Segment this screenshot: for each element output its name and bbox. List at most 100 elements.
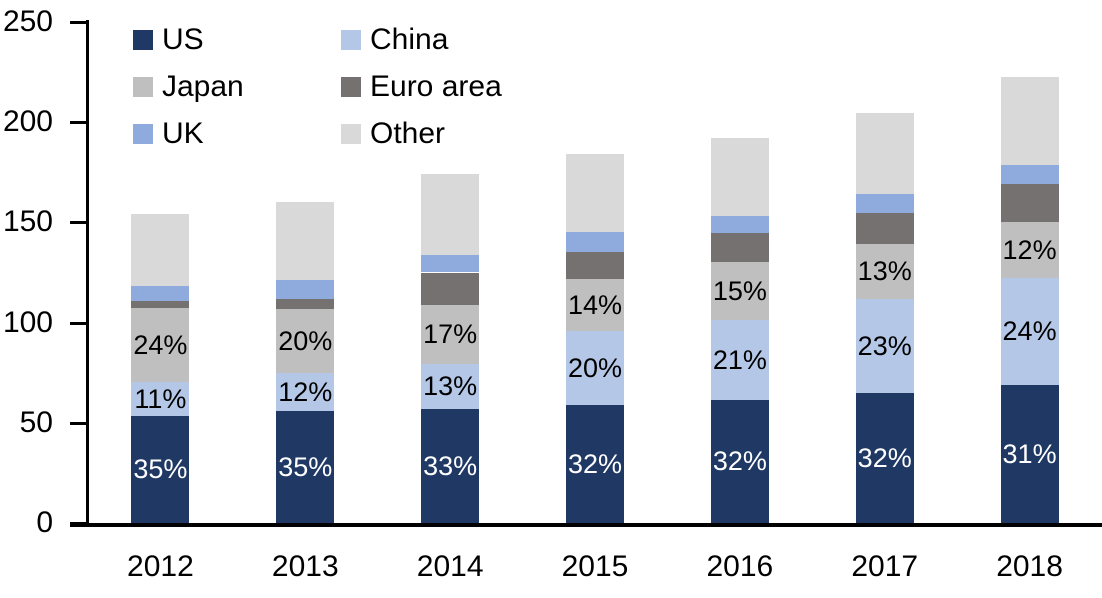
bar-segment-japan <box>131 307 190 382</box>
legend-item-us: US <box>133 23 204 56</box>
bar-segment-euro-area <box>855 213 914 245</box>
x-axis-year-label: 2014 <box>416 550 484 583</box>
bar-segment-us <box>421 408 480 523</box>
y-axis-tick-label: 150 <box>2 205 53 239</box>
bar-segment-uk <box>566 232 624 253</box>
segment-percent-label: 24% <box>1002 316 1057 347</box>
y-axis-tick-label: 0 <box>36 506 53 539</box>
y-axis-line <box>86 20 89 526</box>
segment-percent-label: 11% <box>134 383 187 414</box>
bar-segment-japan <box>855 244 914 299</box>
bar-segment-uk <box>131 285 190 301</box>
legend-swatch-icon <box>133 124 153 144</box>
bar-segment-china <box>276 372 335 411</box>
legend-item-other: Other <box>341 117 446 150</box>
segment-percent-label: 32% <box>567 448 623 479</box>
y-axis-tick-label: 100 <box>2 305 53 339</box>
bar-segment-us <box>855 392 914 523</box>
segment-percent-label: 17% <box>423 319 478 350</box>
x-axis-year-label: 2017 <box>851 550 919 583</box>
legend-swatch-icon <box>341 124 361 144</box>
segment-percent-label: 32% <box>857 442 912 473</box>
bar-segment-china <box>566 330 624 405</box>
bar-segment-euro-area <box>421 272 480 305</box>
x-axis-year-label: 2018 <box>996 550 1063 583</box>
bar-segment-uk <box>710 216 769 234</box>
segment-percent-label: 33% <box>423 450 478 481</box>
segment-percent-label: 13% <box>857 256 912 287</box>
legend-label: Japan <box>162 70 244 103</box>
y-axis-tick <box>70 121 86 125</box>
bar-segment-euro-area <box>710 233 769 263</box>
bar-segment-euro-area <box>566 252 624 279</box>
legend-swatch-icon <box>133 30 153 50</box>
legend-swatch-icon <box>133 77 153 97</box>
bar-segment-us <box>566 404 624 523</box>
bar-segment-us <box>276 410 335 523</box>
bar-segment-japan <box>566 278 624 331</box>
legend-item-china: China <box>341 23 449 56</box>
segment-percent-label: 20% <box>278 325 333 356</box>
segment-percent-label: 24% <box>133 329 188 360</box>
segment-percent-label: 35% <box>133 454 188 485</box>
legend-item-euro-area: Euro area <box>341 72 502 102</box>
legend-label: US <box>162 23 204 56</box>
x-axis-line <box>70 523 1102 527</box>
y-axis-tick-label: 250 <box>2 5 53 38</box>
bar-segment-other <box>566 154 624 233</box>
bar-segment-us <box>131 415 190 523</box>
legend-swatch-icon <box>341 30 361 50</box>
segment-percent-label: 14% <box>567 289 623 320</box>
x-axis-year-label: 2013 <box>271 550 339 583</box>
legend-label: Other <box>370 117 446 150</box>
segment-percent-label: 23% <box>857 330 912 361</box>
bar-segment-china <box>131 381 190 416</box>
bar-segment-us <box>710 399 769 523</box>
bar-segment-euro-area <box>131 300 190 308</box>
y-axis-tick-label: 50 <box>19 405 53 439</box>
segment-percent-label: 32% <box>712 446 767 477</box>
bar-segment-japan <box>1000 222 1059 278</box>
segment-percent-label: 13% <box>423 371 478 402</box>
y-axis-tick <box>70 21 86 24</box>
bar-segment-other <box>855 113 914 195</box>
bar-segment-euro-area <box>1000 184 1059 223</box>
legend-label: UK <box>162 117 204 150</box>
x-axis-year-label: 2015 <box>561 550 629 583</box>
bar-segment-china <box>1000 277 1059 385</box>
bar-segment-japan <box>421 304 480 364</box>
segment-percent-label: 12% <box>278 376 333 407</box>
segment-percent-label: 20% <box>567 352 623 383</box>
y-axis-tick <box>70 321 86 325</box>
bar-segment-other <box>1000 77 1059 166</box>
bar-segment-japan <box>710 262 769 320</box>
segment-percent-label: 31% <box>1002 438 1057 469</box>
bar-segment-uk <box>421 255 480 273</box>
x-axis-year-label: 2016 <box>706 550 774 583</box>
bar-segment-china <box>710 319 769 400</box>
bar-segment-china <box>855 298 914 393</box>
legend-item-uk: UK <box>133 117 204 150</box>
y-axis-tick <box>70 421 86 425</box>
legend-label: China <box>370 23 449 56</box>
bar-segment-other <box>276 202 335 280</box>
y-axis-tick-label: 200 <box>2 105 53 139</box>
bar-segment-euro-area <box>276 298 335 309</box>
bar-segment-japan <box>276 308 335 373</box>
y-axis-tick <box>70 522 86 525</box>
bar-segment-uk <box>1000 165 1059 185</box>
segment-percent-label: 35% <box>278 451 333 482</box>
x-axis-year-label: 2012 <box>127 550 194 583</box>
y-axis-tick <box>70 221 86 225</box>
bar-segment-uk <box>855 194 914 214</box>
segment-percent-label: 15% <box>712 276 767 307</box>
bar-segment-other <box>421 174 480 256</box>
bar-segment-uk <box>276 279 335 299</box>
bar-segment-other <box>131 214 190 286</box>
bar-segment-other <box>710 138 769 217</box>
bar-segment-china <box>421 363 480 409</box>
segment-percent-label: 12% <box>1002 234 1057 265</box>
legend-swatch-icon <box>341 77 361 97</box>
legend-item-japan: Japan <box>133 70 244 103</box>
